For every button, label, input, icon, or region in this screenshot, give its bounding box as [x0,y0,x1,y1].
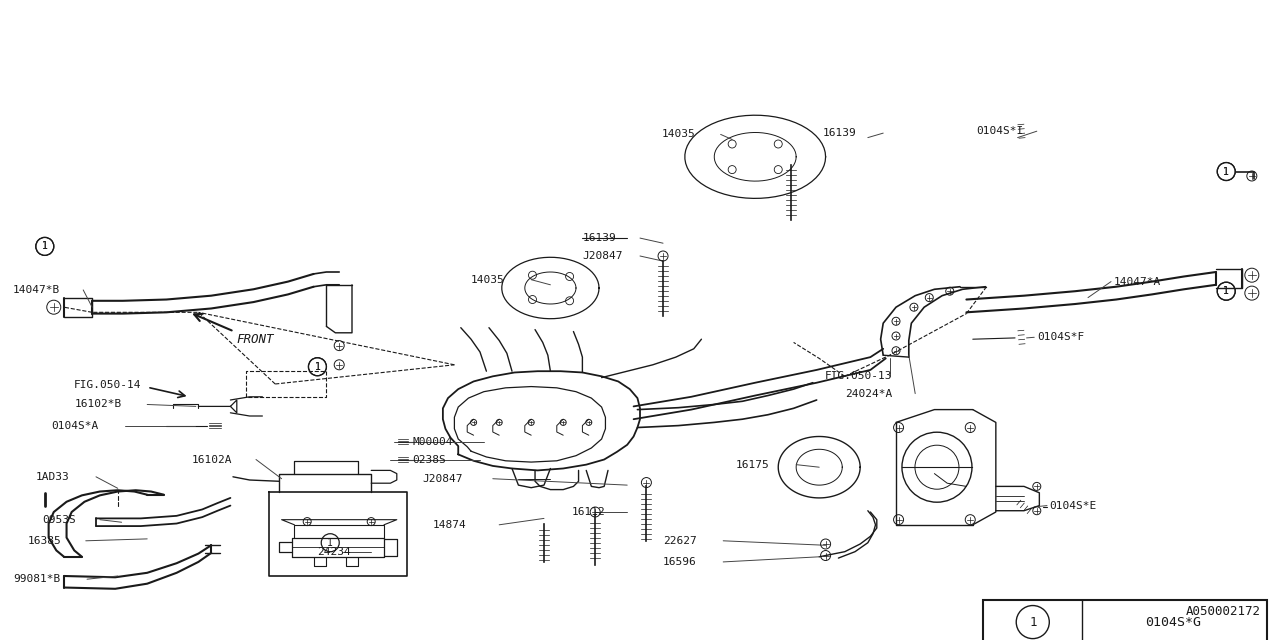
Text: FRONT: FRONT [237,333,274,346]
Text: 16385: 16385 [28,536,61,546]
Text: 1: 1 [1224,166,1229,177]
Text: A050002172: A050002172 [1185,605,1261,618]
Text: 16175: 16175 [736,460,769,470]
Text: 1: 1 [315,362,320,372]
Text: FIG.050-13: FIG.050-13 [824,371,892,381]
Text: 0104S*A: 0104S*A [51,420,99,431]
Text: 1AD33: 1AD33 [36,472,69,482]
Text: 16596: 16596 [663,557,696,567]
Text: 14035: 14035 [471,275,504,285]
Text: 14047*B: 14047*B [13,285,60,295]
Text: J20847: J20847 [582,251,623,261]
Text: J20847: J20847 [422,474,463,484]
Text: 1: 1 [42,241,47,252]
Text: 24024*A: 24024*A [845,388,892,399]
Text: 16112: 16112 [572,507,605,517]
Text: 0104S*I: 0104S*I [977,126,1024,136]
Text: 14047*A: 14047*A [1114,276,1161,287]
Text: 1: 1 [315,362,320,372]
Text: 0104S*F: 0104S*F [1037,332,1084,342]
Text: 14874: 14874 [433,520,466,530]
Text: 16139: 16139 [823,128,856,138]
Text: 0104S*E: 0104S*E [1050,500,1097,511]
Text: 16102*B: 16102*B [74,399,122,410]
Text: M00004: M00004 [412,436,453,447]
Bar [983,600,1267,640]
Text: 1: 1 [1224,286,1229,296]
Text: 1: 1 [1224,166,1229,177]
Text: 1: 1 [1029,616,1037,628]
Text: 16139: 16139 [582,233,616,243]
Text: 14035: 14035 [662,129,695,140]
Text: 0238S: 0238S [412,454,445,465]
Text: 1: 1 [42,241,47,252]
Text: 0104S*G: 0104S*G [1146,616,1202,628]
Text: 0953S: 0953S [42,515,76,525]
Text: 16102A: 16102A [192,454,233,465]
Text: 99081*B: 99081*B [13,574,60,584]
Text: 24234: 24234 [317,547,351,557]
Text: 1: 1 [328,538,333,548]
Text: 22627: 22627 [663,536,696,546]
Text: 1: 1 [1224,286,1229,296]
Text: FIG.050-14: FIG.050-14 [74,380,142,390]
